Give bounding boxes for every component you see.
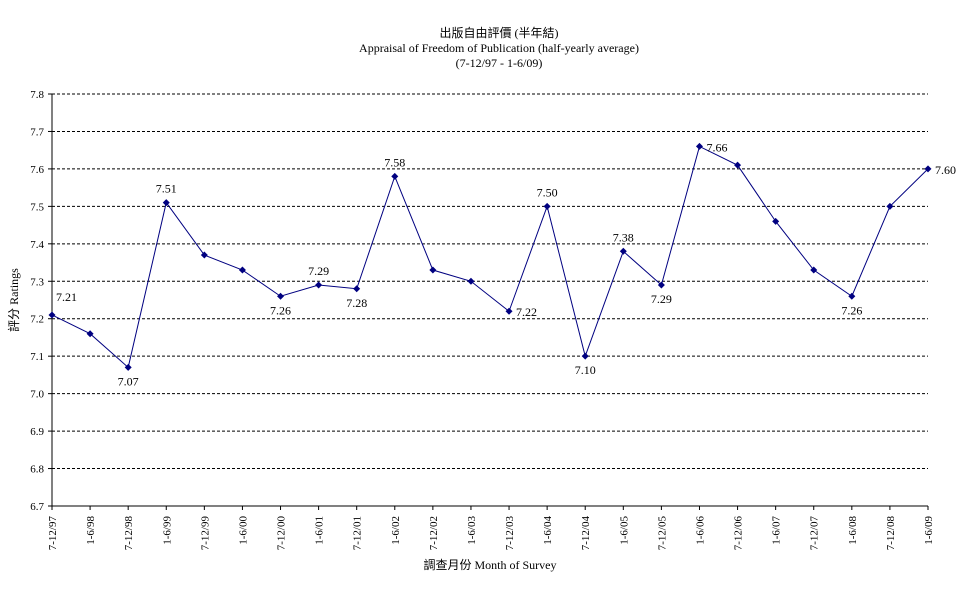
- x-tick-label: 7-12/99: [199, 516, 211, 551]
- x-tick-label: 1-6/99: [161, 516, 173, 545]
- x-tick-label: 1-6/98: [85, 516, 97, 545]
- data-point: [353, 285, 361, 293]
- y-tick-label: 7.1: [30, 351, 44, 363]
- data-point: [429, 266, 437, 274]
- data-label: 7.51: [156, 182, 177, 196]
- data-point: [619, 247, 627, 255]
- data-label: 7.22: [516, 305, 537, 319]
- x-tick-label: 1-6/03: [466, 516, 478, 545]
- series-line: [51, 145, 929, 369]
- data-label: 7.38: [613, 230, 634, 244]
- x-tick-label: 1-6/08: [847, 516, 859, 545]
- x-tick-label: 1-6/04: [542, 516, 554, 545]
- x-tick-label: 7-12/00: [276, 516, 288, 551]
- x-tick-labels: 7-12/97 1-6/98 7-12/98 1-6/99 7-12/99 1-6/00 7…: [47, 516, 935, 551]
- data-label: 7.26: [841, 303, 862, 317]
- x-tick-label: 7-12/03: [504, 516, 516, 551]
- axes: [48, 93, 929, 510]
- y-tick-label: 6.7: [30, 501, 44, 513]
- x-tick-label: 7-12/97: [47, 516, 59, 551]
- data-point: [543, 202, 551, 210]
- data-point: [810, 266, 818, 274]
- data-point: [200, 251, 208, 259]
- y-tick-label: 7.2: [30, 314, 44, 326]
- data-point: [124, 363, 132, 371]
- y-tick-label: 6.8: [30, 464, 44, 476]
- chart-subtitle-period: (7-12/97 - 1-6/09): [456, 56, 543, 70]
- y-tick-label: 7.6: [30, 164, 44, 176]
- x-tick-label: 1-6/00: [237, 516, 249, 545]
- chart-subtitle: Appraisal of Freedom of Publication (hal…: [359, 41, 639, 55]
- y-tick-labels: 7.8 7.7 7.6 7.5 7.4 7.3 7.2 7.1 7.0 6.9 6.8 6.7: [30, 89, 44, 513]
- data-labels: 7.21 7.07 7.51 7.26 7.29 7.28 7.58 7.22 7.50 7.10…: [56, 140, 956, 388]
- data-point: [695, 142, 703, 150]
- x-tick-label: 7-12/07: [809, 516, 821, 551]
- data-point: [734, 161, 742, 169]
- x-tick-label: 1-6/07: [771, 516, 783, 545]
- y-tick-label: 7.8: [30, 89, 44, 101]
- y-tick-label: 6.9: [30, 426, 44, 438]
- x-tick-label: 1-6/05: [618, 516, 630, 545]
- data-point: [657, 281, 665, 289]
- x-tick-label: 7-12/06: [733, 516, 745, 551]
- data-label: 7.66: [706, 140, 727, 154]
- x-tick-label: 7-12/05: [656, 516, 668, 551]
- x-tick-label: 1-6/01: [314, 516, 326, 545]
- data-point: [467, 277, 475, 285]
- data-point: [505, 307, 513, 315]
- data-point: [48, 311, 56, 319]
- data-label: 7.10: [575, 363, 596, 377]
- x-tick-label: 7-12/04: [580, 516, 592, 551]
- y-axis-label: 評分 Ratings: [6, 268, 21, 332]
- data-point: [848, 292, 856, 300]
- data-label: 7.29: [651, 292, 672, 306]
- y-tick-label: 7.5: [30, 201, 44, 213]
- data-point: [315, 281, 323, 289]
- data-label: 7.29: [308, 264, 329, 278]
- x-tick-label: 7-12/02: [428, 516, 440, 550]
- y-tick-label: 7.7: [30, 126, 44, 138]
- x-tick-label: 7-12/01: [352, 516, 364, 550]
- data-label: 7.28: [346, 296, 367, 310]
- y-tick-label: 7.0: [30, 389, 44, 401]
- data-label: 7.50: [537, 185, 558, 199]
- y-tick-label: 7.4: [30, 239, 44, 251]
- x-tick-label: 7-12/98: [123, 516, 135, 551]
- chart-title: 出版自由評價 (半年結): [440, 25, 559, 40]
- data-label: 7.58: [384, 155, 405, 169]
- data-point: [162, 199, 170, 207]
- data-point: [277, 292, 285, 300]
- data-label: 7.21: [56, 290, 77, 304]
- data-point: [86, 330, 94, 338]
- data-label: 7.60: [935, 163, 956, 177]
- x-tick-label: 1-6/09: [923, 516, 935, 545]
- data-point: [886, 202, 894, 210]
- x-tick-label: 1-6/06: [694, 516, 706, 545]
- x-axis-label: 調查月份 Month of Survey: [424, 558, 557, 572]
- data-point: [238, 266, 246, 274]
- data-point: [391, 172, 399, 180]
- data-point: [924, 165, 932, 173]
- x-tick-label: 7-12/08: [885, 516, 897, 551]
- data-point: [772, 217, 780, 225]
- series: [48, 142, 932, 371]
- x-tick-label: 1-6/02: [390, 516, 402, 545]
- data-point: [581, 352, 589, 360]
- y-tick-label: 7.3: [30, 276, 44, 288]
- data-label: 7.26: [270, 303, 291, 317]
- data-label: 7.07: [118, 374, 139, 388]
- gridlines: [52, 93, 928, 470]
